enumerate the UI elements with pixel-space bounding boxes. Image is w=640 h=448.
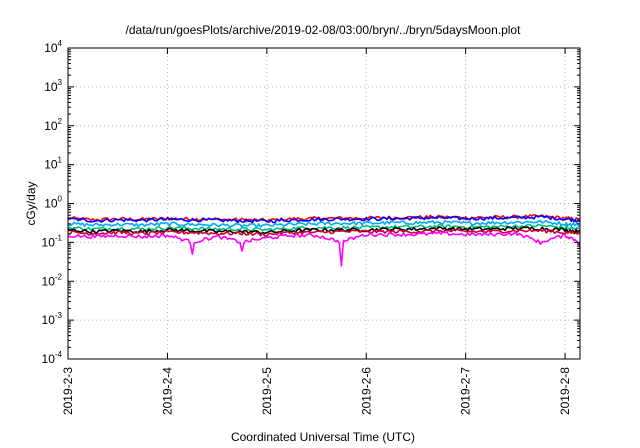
y-tick-exponent: -2 [55, 272, 63, 281]
y-tick-exponent: 0 [58, 195, 63, 204]
y-tick-label: 103 [44, 78, 62, 94]
x-tick-label: 2019-2-8 [558, 367, 572, 415]
y-tick-base: 10 [44, 41, 58, 55]
y-tick-label: 100 [44, 195, 62, 211]
x-tick-label: 2019-2-4 [160, 367, 174, 415]
series-line-2 [67, 219, 581, 229]
y-tick-label: 10-1 [42, 233, 63, 249]
x-tick-label: 2019-2-3 [61, 367, 75, 415]
x-axis-label: Coordinated Universal Time (UTC) [231, 430, 415, 444]
series-line-0 [67, 213, 581, 223]
y-tick-base: 10 [44, 119, 58, 133]
chart-title: /data/run/goesPlots/archive/2019-02-08/0… [126, 23, 522, 37]
y-tick-exponent: 4 [58, 39, 63, 48]
series-line-6 [67, 231, 581, 267]
y-tick-base: 10 [42, 313, 56, 327]
series-line-5 [67, 228, 581, 237]
y-tick-exponent: -1 [55, 233, 63, 242]
y-tick-exponent: 2 [58, 117, 63, 126]
series-line-1 [67, 214, 581, 224]
y-tick-base: 10 [44, 158, 58, 172]
series-group [67, 213, 581, 267]
y-tick-label: 101 [44, 156, 62, 172]
y-tick-base: 10 [42, 352, 56, 366]
y-tick-label: 10-4 [42, 350, 63, 366]
y-tick-exponent: -4 [55, 350, 63, 359]
y-tick-exponent: -3 [55, 311, 63, 320]
y-axis-label: cGy/day [24, 181, 38, 225]
y-tick-exponent: 1 [58, 156, 63, 165]
grid [68, 48, 580, 359]
x-tick-label: 2019-2-6 [359, 367, 373, 415]
series-line-3 [67, 223, 581, 232]
x-tick-label: 2019-2-7 [459, 367, 473, 415]
y-tick-base: 10 [44, 80, 58, 94]
x-tick-label: 2019-2-5 [260, 367, 274, 415]
y-tick-label: 10-3 [42, 311, 63, 327]
x-ticks: 2019-2-3 2019-2-4 2019-2-5 2019-2-6 2019-2-7… [61, 48, 572, 415]
y-tick-base: 10 [42, 235, 56, 249]
y-tick-label: 104 [44, 39, 62, 55]
y-tick-label: 102 [44, 117, 62, 133]
y-tick-base: 10 [44, 197, 58, 211]
y-tick-exponent: 3 [58, 78, 63, 87]
y-tick-label: 10-2 [42, 272, 63, 288]
y-tick-base: 10 [42, 274, 56, 288]
